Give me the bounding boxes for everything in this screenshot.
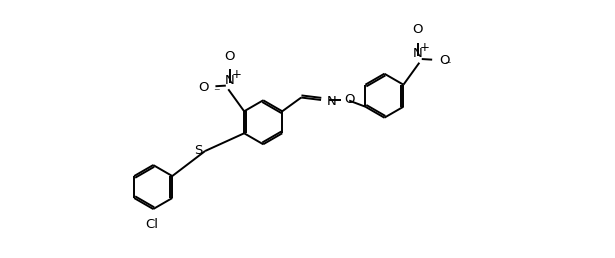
Text: ⁻: ⁻	[444, 59, 451, 72]
Text: N: N	[327, 95, 336, 108]
Text: ⁻: ⁻	[213, 86, 220, 99]
Text: +: +	[232, 68, 242, 81]
Text: O: O	[224, 50, 235, 63]
Text: N: N	[225, 74, 235, 87]
Text: O: O	[413, 23, 423, 36]
Text: O: O	[440, 54, 450, 67]
Text: +: +	[420, 41, 430, 54]
Text: N: N	[413, 47, 423, 60]
Text: O: O	[344, 93, 355, 107]
Text: O: O	[198, 81, 208, 94]
Text: Cl: Cl	[145, 217, 158, 231]
Text: S: S	[194, 144, 203, 157]
